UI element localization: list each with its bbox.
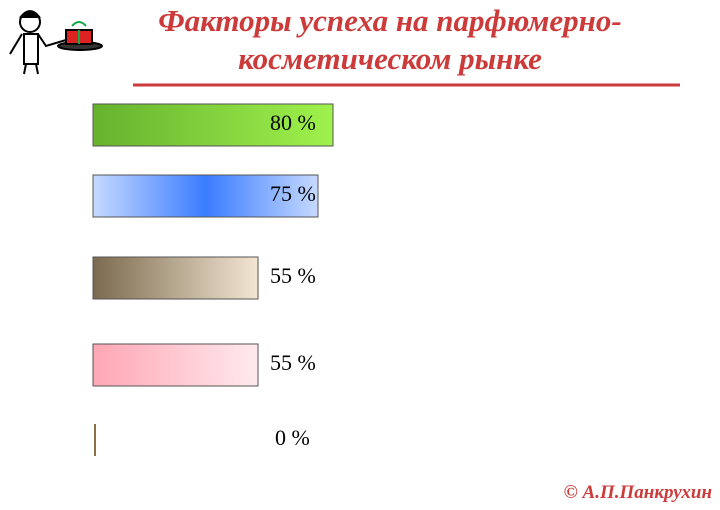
credit: © А.П.Панкрухин <box>563 482 712 503</box>
bar <box>92 103 334 147</box>
value-label: 75 % <box>270 181 316 206</box>
value-label: 80 % <box>270 110 316 135</box>
bar <box>92 174 319 218</box>
value-label: 55 % <box>270 350 316 375</box>
bar <box>92 256 259 300</box>
bar <box>92 343 259 387</box>
waiter-icon <box>9 10 103 75</box>
chart-title: Факторы успеха на парфюмерно-косметическ… <box>158 3 622 76</box>
value-label: 55 % <box>270 263 316 288</box>
value-label: 0 % <box>275 425 310 450</box>
